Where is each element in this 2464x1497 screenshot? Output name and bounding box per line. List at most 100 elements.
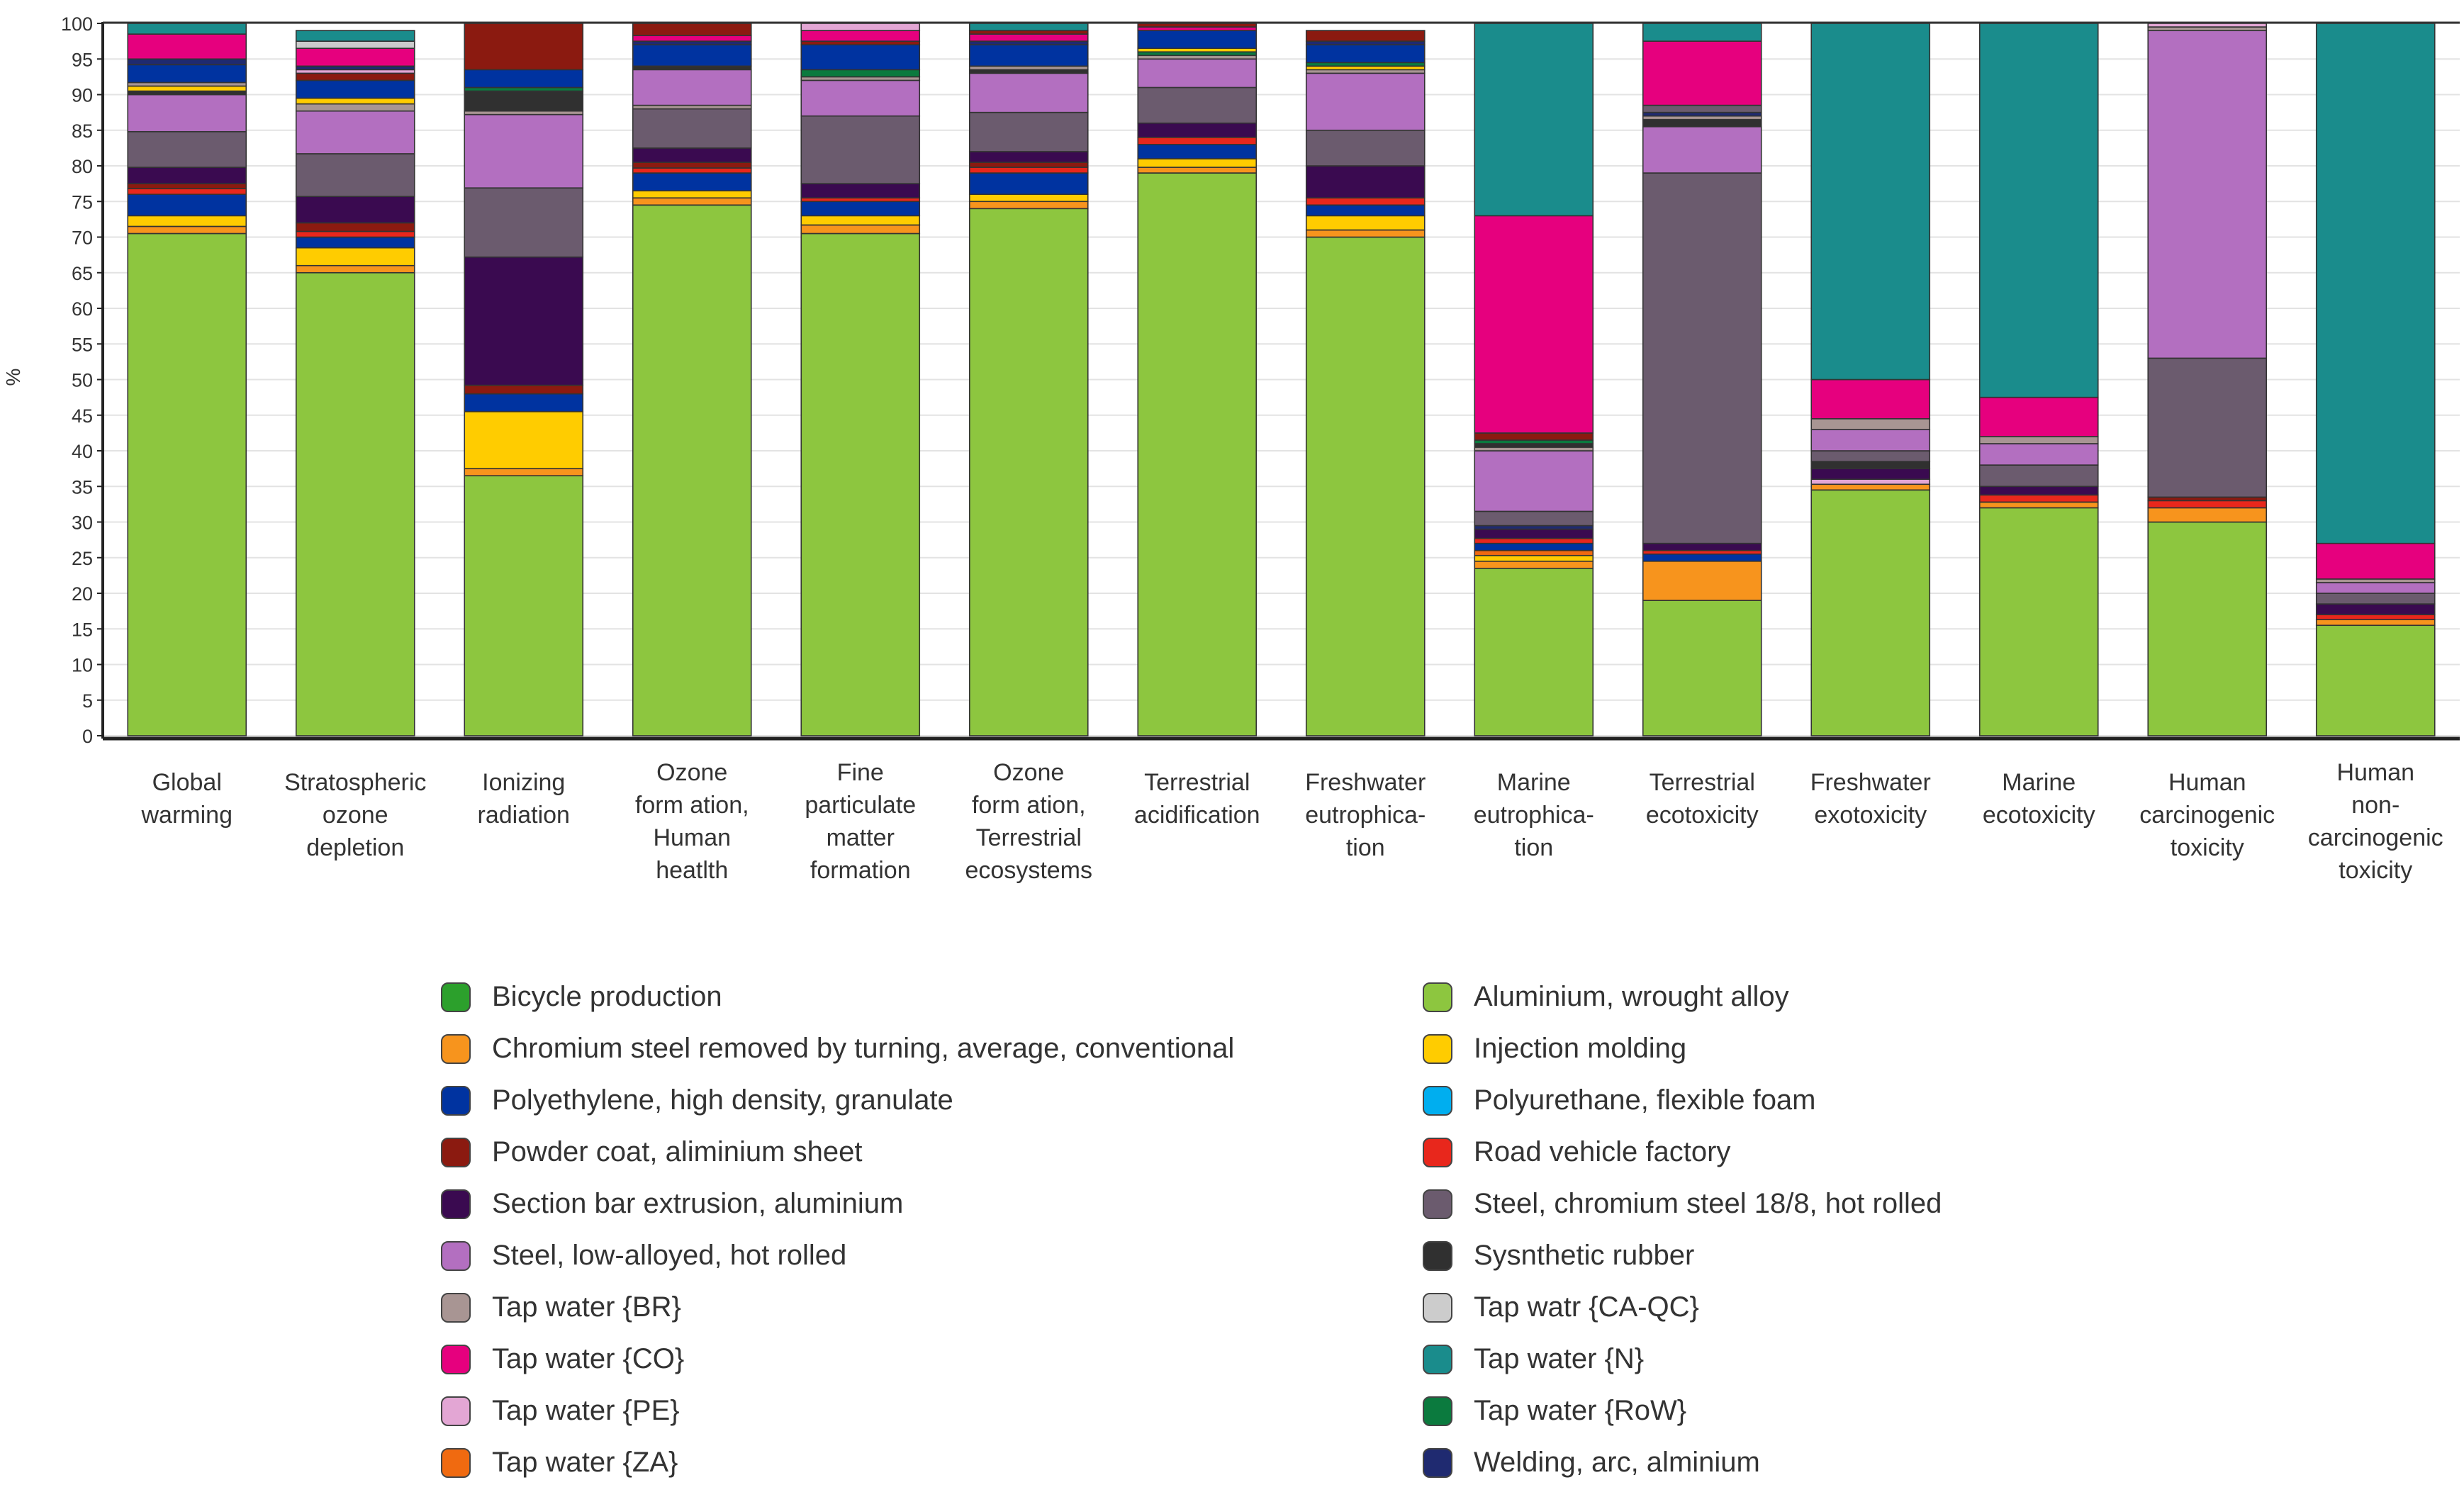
bar-segment (800, 69, 921, 78)
bar-segment (800, 115, 921, 184)
bar-segment (1305, 72, 1426, 131)
bar-segment (1642, 23, 1762, 42)
legend-swatch (1423, 1085, 1452, 1116)
legend-item: Aluminium, wrought alloy (1407, 971, 2127, 1023)
bar-stack (2315, 23, 2436, 736)
bar-stack (1474, 23, 1594, 736)
bar-stack (632, 23, 752, 736)
x-category-label: Terrestrial acidification (1134, 769, 1260, 829)
y-tick-label: 0 (82, 726, 93, 747)
bar-segment (127, 232, 247, 736)
bar-segment (1978, 494, 2099, 503)
bar-segment (1978, 436, 2099, 444)
bar-segment (1137, 172, 1258, 736)
bar-segment (1137, 137, 1258, 145)
bar-segment (295, 40, 415, 49)
legend-item: Welding, arc, alminium (1407, 1437, 2127, 1488)
bar-segment (1474, 528, 1594, 539)
bar-segment (1810, 429, 1931, 452)
bar-segment (1642, 104, 1762, 113)
legend-label: Polyurethane, flexible foam (1474, 1084, 1816, 1116)
bar-segment (1810, 461, 1931, 469)
legend-label: Sysnthetic rubber (1474, 1240, 1695, 1271)
bar-segment (2315, 614, 2436, 620)
bar-segment (1978, 396, 2099, 437)
bar-segment (1305, 30, 1426, 42)
bar-segment (1642, 125, 1762, 174)
legend-item: Tap water {ZA} (425, 1437, 1407, 1488)
bar-stack (1305, 30, 1426, 736)
bar-segment (1810, 489, 1931, 736)
y-tick-label: 95 (72, 49, 93, 70)
x-category-label: Ozone form ation, Human heatlth (635, 759, 749, 884)
bar-segment (127, 188, 247, 196)
bar-segment (1810, 379, 1931, 420)
bar-segment (1305, 165, 1426, 199)
legend-item: Powder coat, aliminium sheet (425, 1126, 1407, 1178)
bar-segment (464, 393, 584, 413)
legend-label: Powder coat, aliminium sheet (492, 1136, 863, 1167)
y-tick-label: 35 (72, 476, 93, 498)
bar-segment (632, 167, 752, 174)
bar-segment (968, 151, 1089, 163)
bar-segment (968, 162, 1089, 168)
y-tick-label: 55 (72, 334, 93, 355)
legend-item: Sysnthetic rubber (1407, 1230, 2127, 1282)
bar-segment (968, 208, 1089, 736)
bar-segment (295, 72, 415, 82)
legend-label: Aluminium, wrought alloy (1474, 981, 1789, 1012)
bar-segment (1305, 236, 1426, 736)
legend-label: Section bar extrusion, aluminium (492, 1188, 904, 1219)
y-tick-label: 70 (72, 228, 93, 249)
bar-segment (800, 44, 921, 71)
bar-segment (127, 94, 247, 133)
bar-segment (295, 97, 415, 105)
bar-segment (464, 384, 584, 395)
bar-segment (632, 35, 752, 42)
legend-item: Section bar extrusion, aluminium (425, 1178, 1407, 1230)
bar-segment (127, 58, 247, 66)
bar-segment (295, 196, 415, 224)
legend-label: Tap water {N} (1474, 1343, 1645, 1374)
y-tick-label: 90 (72, 85, 93, 106)
bar-segment (127, 130, 247, 168)
bar-segment (1642, 40, 1762, 106)
bar-segment (968, 33, 1089, 42)
legend-label: Tap water {PE} (492, 1395, 680, 1426)
bar-segment (295, 79, 415, 99)
bar-segment (1642, 553, 1762, 562)
legend-label: Welding, arc, alminium (1474, 1447, 1760, 1478)
legend-swatch (441, 1447, 471, 1478)
bar-segment (295, 30, 415, 42)
bar-segment (464, 69, 584, 89)
legend-swatch (441, 1033, 471, 1064)
bar-stack (1810, 23, 1931, 736)
bar-segment (1978, 507, 2099, 736)
y-tick-label: 45 (72, 405, 93, 427)
bar-segment (295, 222, 415, 232)
legend-label: Tap water {CO} (492, 1343, 685, 1374)
x-category-labels: Global warming Stratospheric ozone depletion… (141, 759, 2443, 884)
bar-stack (2147, 23, 2268, 736)
bar-segment (1810, 417, 1931, 430)
bar-segment (1474, 554, 1594, 562)
x-category-label: Human non-carcinogenic toxicity (2308, 759, 2443, 884)
legend-item: Tap water {BR} (425, 1282, 1407, 1333)
bar-segment (295, 247, 415, 267)
bar-segment (464, 256, 584, 386)
legend-label: Polyethylene, high density, granulate (492, 1084, 953, 1116)
y-axis-label: % (2, 369, 24, 386)
bar-segment (968, 23, 1089, 31)
x-category-label: Stratospheric ozone depletion (284, 769, 426, 861)
bar-segment (127, 33, 247, 60)
legend-label: Steel, low-alloyed, hot rolled (492, 1240, 847, 1271)
bar-segment (968, 167, 1089, 174)
bar-stack (800, 23, 921, 736)
y-tick-label: 5 (82, 690, 93, 712)
bar-segment (1305, 229, 1426, 238)
y-tick-label: 25 (72, 548, 93, 569)
y-tick-label: 75 (72, 191, 93, 213)
bar-segment (295, 103, 415, 112)
bar-segment (295, 110, 415, 155)
legend-label: Tap water {ZA} (492, 1447, 678, 1478)
